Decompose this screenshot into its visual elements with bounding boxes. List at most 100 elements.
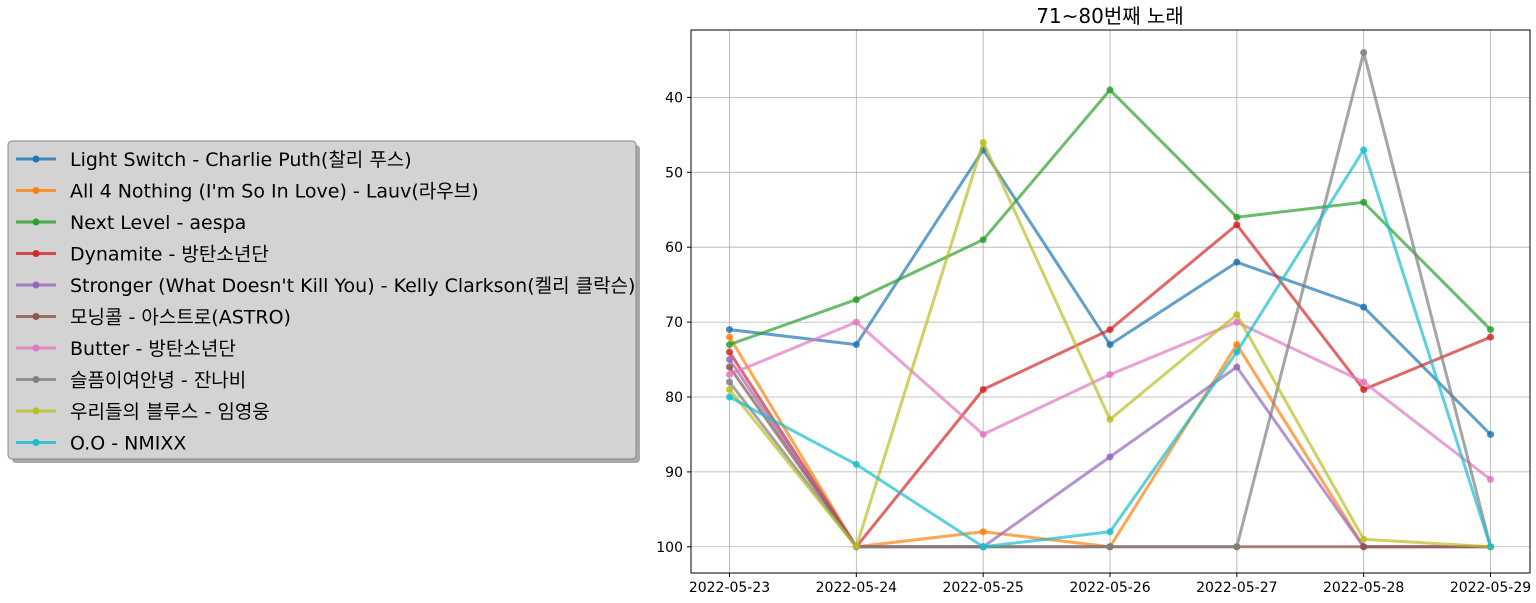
data-point bbox=[726, 378, 733, 386]
legend-label: All 4 Nothing (I'm So In Love) - Lauv(라우… bbox=[70, 181, 479, 203]
y-tick-label: 40 bbox=[665, 90, 683, 106]
x-tick-label: 2022-05-25 bbox=[942, 580, 1023, 596]
data-point bbox=[1360, 378, 1368, 386]
data-point bbox=[1233, 348, 1241, 356]
data-point bbox=[852, 341, 860, 349]
y-tick-label: 60 bbox=[665, 240, 683, 256]
legend-label: 모닝콜 - 아스트로(ASTRO) bbox=[70, 307, 291, 329]
data-point bbox=[726, 393, 733, 401]
data-point bbox=[1106, 341, 1114, 349]
legend-marker bbox=[32, 250, 40, 257]
legend-label: Light Switch - Charlie Puth(찰리 푸스) bbox=[70, 149, 412, 171]
y-tick-label: 50 bbox=[665, 165, 683, 181]
data-point bbox=[1487, 543, 1494, 551]
data-point bbox=[1487, 333, 1494, 341]
legend-entry: Stronger (What Doesn't Kill You) - Kelly… bbox=[16, 275, 635, 297]
data-point bbox=[1360, 198, 1368, 206]
data-point bbox=[852, 296, 860, 304]
data-point bbox=[1487, 326, 1494, 334]
data-point bbox=[1106, 415, 1114, 423]
legend-marker bbox=[32, 187, 40, 194]
legend-entry: 우리들의 블루스 - 임영웅 bbox=[16, 401, 270, 423]
data-point bbox=[1360, 146, 1368, 154]
x-tick-label: 2022-05-23 bbox=[689, 580, 770, 596]
legend-marker bbox=[32, 407, 40, 415]
data-point bbox=[1487, 475, 1494, 483]
series-3 bbox=[726, 86, 1494, 349]
legend-entry: O.O - NMIXX bbox=[16, 433, 186, 455]
x-tick-label: 2022-05-27 bbox=[1196, 580, 1277, 596]
legend-entry: Next Level - aespa bbox=[16, 212, 246, 234]
data-point bbox=[1360, 386, 1368, 394]
data-point bbox=[1360, 48, 1368, 56]
data-point bbox=[979, 543, 987, 551]
legend-marker bbox=[32, 439, 40, 446]
series-10 bbox=[726, 146, 1494, 551]
plot-lines bbox=[726, 48, 1494, 551]
y-tick-label: 70 bbox=[665, 315, 683, 331]
y-tick-label: 100 bbox=[656, 540, 683, 556]
x-tick-label: 2022-05-24 bbox=[816, 580, 897, 596]
data-point bbox=[1360, 303, 1368, 311]
data-point bbox=[1360, 535, 1368, 543]
data-point bbox=[1233, 311, 1241, 319]
legend-label: Butter - 방탄소년단 bbox=[70, 338, 236, 360]
data-point bbox=[1106, 371, 1114, 379]
legend-marker bbox=[32, 313, 40, 320]
legend: Light Switch - Charlie Puth(찰리 푸스) All 4 … bbox=[7, 140, 640, 463]
y-axis: 40 50 60 70 80 90 100 bbox=[656, 90, 691, 556]
x-axis: 2022-05-23 2022-05-24 2022-05-25 2022-05-26… bbox=[689, 573, 1531, 596]
data-point bbox=[726, 386, 733, 394]
legend-label: 우리들의 블루스 - 임영웅 bbox=[70, 401, 270, 423]
data-point bbox=[726, 348, 733, 356]
legend-entry: Dynamite - 방탄소년단 bbox=[16, 244, 269, 266]
data-point bbox=[1233, 341, 1241, 349]
series-1 bbox=[726, 146, 1494, 438]
data-point bbox=[1233, 258, 1241, 266]
data-point bbox=[852, 460, 860, 468]
data-point bbox=[726, 326, 733, 334]
data-point bbox=[979, 236, 987, 244]
legend-box bbox=[7, 140, 637, 460]
y-tick-label: 80 bbox=[665, 390, 683, 406]
data-point bbox=[1106, 453, 1114, 461]
data-point bbox=[979, 386, 987, 394]
legend-entry: Butter - 방탄소년단 bbox=[16, 338, 236, 360]
x-tick-label: 2022-05-28 bbox=[1323, 580, 1404, 596]
data-point bbox=[726, 341, 733, 349]
series-7 bbox=[726, 318, 1494, 483]
legend-marker bbox=[32, 344, 40, 352]
data-point bbox=[1233, 363, 1241, 371]
legend-entry: All 4 Nothing (I'm So In Love) - Lauv(라우… bbox=[16, 181, 479, 203]
legend-marker bbox=[32, 155, 40, 163]
data-point bbox=[726, 363, 733, 371]
x-tick-label: 2022-05-26 bbox=[1069, 580, 1150, 596]
data-point bbox=[1487, 430, 1494, 438]
data-point bbox=[979, 528, 987, 536]
data-point bbox=[852, 543, 860, 551]
legend-entry: 모닝콜 - 아스트로(ASTRO) bbox=[16, 307, 291, 329]
legend-marker bbox=[32, 281, 40, 289]
legend-label: Stronger (What Doesn't Kill You) - Kelly… bbox=[70, 275, 635, 297]
chart-title: 71~80번째 노래 bbox=[1036, 4, 1184, 28]
legend-label: 슬픔이여안녕 - 잔나비 bbox=[70, 370, 246, 392]
data-point bbox=[1233, 543, 1241, 551]
legend-marker bbox=[32, 218, 40, 226]
data-point bbox=[726, 356, 733, 364]
legend-marker bbox=[32, 376, 40, 383]
x-tick-label: 2022-05-29 bbox=[1450, 580, 1531, 596]
legend-label: Next Level - aespa bbox=[70, 212, 246, 234]
data-point bbox=[1233, 213, 1241, 221]
data-point bbox=[852, 318, 860, 326]
legend-label: Dynamite - 방탄소년단 bbox=[70, 244, 269, 266]
data-point bbox=[1360, 543, 1368, 551]
data-point bbox=[1106, 543, 1114, 551]
data-point bbox=[1233, 221, 1241, 229]
data-point bbox=[1106, 86, 1114, 94]
data-point bbox=[979, 138, 987, 146]
legend-label: O.O - NMIXX bbox=[70, 433, 186, 455]
data-point bbox=[726, 371, 733, 379]
legend-entry: Light Switch - Charlie Puth(찰리 푸스) bbox=[16, 149, 412, 171]
legend-entry: 슬픔이여안녕 - 잔나비 bbox=[16, 370, 246, 392]
